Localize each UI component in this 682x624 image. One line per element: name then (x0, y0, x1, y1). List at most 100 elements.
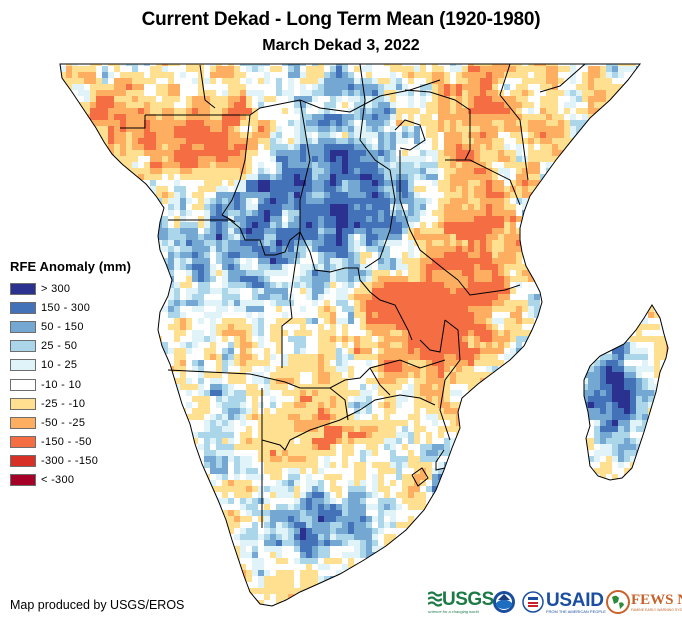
raster-cell (354, 84, 360, 90)
raster-cell (678, 306, 682, 312)
raster-cell (420, 354, 426, 360)
raster-cell (396, 372, 402, 378)
raster-cell (264, 258, 270, 264)
raster-cell (612, 72, 618, 78)
raster-cell (234, 144, 240, 150)
raster-cell (348, 150, 354, 156)
raster-cell (402, 282, 408, 288)
raster-cell (366, 336, 372, 342)
raster-cell (138, 300, 144, 306)
raster-cell (456, 258, 462, 264)
raster-cell (132, 276, 138, 282)
raster-cell (582, 324, 588, 330)
raster-cell (600, 324, 606, 330)
raster-cell (462, 240, 468, 246)
raster-cell (576, 150, 582, 156)
raster-cell (240, 228, 246, 234)
raster-cell (570, 300, 576, 306)
raster-cell (420, 84, 426, 90)
raster-cell (654, 72, 660, 78)
raster-cell (162, 114, 168, 120)
raster-cell (324, 402, 330, 408)
raster-cell (576, 108, 582, 114)
raster-cell (606, 264, 612, 270)
raster-cell (576, 252, 582, 258)
raster-cell (570, 324, 576, 330)
raster-cell (438, 276, 444, 282)
raster-cell (408, 246, 414, 252)
raster-cell (594, 366, 600, 372)
raster-cell (432, 270, 438, 276)
raster-cell (588, 162, 594, 168)
raster-cell (420, 168, 426, 174)
raster-cell (444, 174, 450, 180)
raster-cell (252, 210, 258, 216)
raster-cell (582, 222, 588, 228)
raster-cell (564, 126, 570, 132)
raster-cell (426, 318, 432, 324)
raster-cell (102, 222, 108, 228)
raster-cell (150, 72, 156, 78)
raster-cell (264, 216, 270, 222)
raster-cell (678, 156, 682, 162)
raster-cell (126, 72, 132, 78)
raster-cell (312, 234, 318, 240)
raster-cell (606, 180, 612, 186)
raster-cell (318, 390, 324, 396)
raster-cell (666, 138, 668, 144)
raster-cell (594, 234, 600, 240)
raster-cell (294, 276, 300, 282)
raster-cell (456, 120, 462, 126)
raster-cell (600, 234, 606, 240)
raster-cell (576, 276, 582, 282)
raster-cell (150, 282, 156, 288)
raster-cell (198, 78, 204, 84)
raster-cell (450, 336, 456, 342)
raster-cell (252, 306, 258, 312)
raster-cell (522, 408, 528, 414)
raster-cell (246, 222, 252, 228)
raster-cell (576, 168, 582, 174)
raster-cell (306, 210, 312, 216)
raster-cell (462, 132, 468, 138)
raster-cell (462, 114, 468, 120)
raster-cell (282, 204, 288, 210)
raster-cell (246, 192, 252, 198)
raster-cell (96, 64, 102, 66)
raster-cell (504, 114, 510, 120)
raster-cell (414, 192, 420, 198)
raster-cell (432, 102, 438, 108)
raster-cell (456, 204, 462, 210)
raster-cell (246, 258, 252, 264)
raster-cell (444, 300, 450, 306)
raster-cell (426, 312, 432, 318)
raster-cell (180, 348, 186, 354)
raster-cell (330, 192, 336, 198)
raster-cell (252, 402, 258, 408)
raster-cell (342, 144, 348, 150)
raster-cell (138, 276, 144, 282)
raster-cell (534, 204, 540, 210)
raster-cell (420, 156, 426, 162)
raster-cell (186, 210, 192, 216)
raster-cell (600, 102, 606, 108)
raster-cell (132, 240, 138, 246)
raster-cell (642, 150, 648, 156)
raster-cell (330, 64, 336, 66)
raster-cell (150, 306, 156, 312)
raster-cell (384, 222, 390, 228)
raster-cell (558, 252, 564, 258)
raster-cell (504, 204, 510, 210)
raster-cell (258, 66, 264, 72)
raster-cell (348, 216, 354, 222)
raster-cell (264, 264, 270, 270)
raster-cell (492, 294, 498, 300)
raster-cell (270, 330, 276, 336)
raster-cell (462, 174, 468, 180)
raster-cell (198, 240, 204, 246)
raster-cell (588, 96, 594, 102)
raster-cell (228, 354, 234, 360)
raster-cell (444, 348, 450, 354)
raster-cell (582, 90, 588, 96)
